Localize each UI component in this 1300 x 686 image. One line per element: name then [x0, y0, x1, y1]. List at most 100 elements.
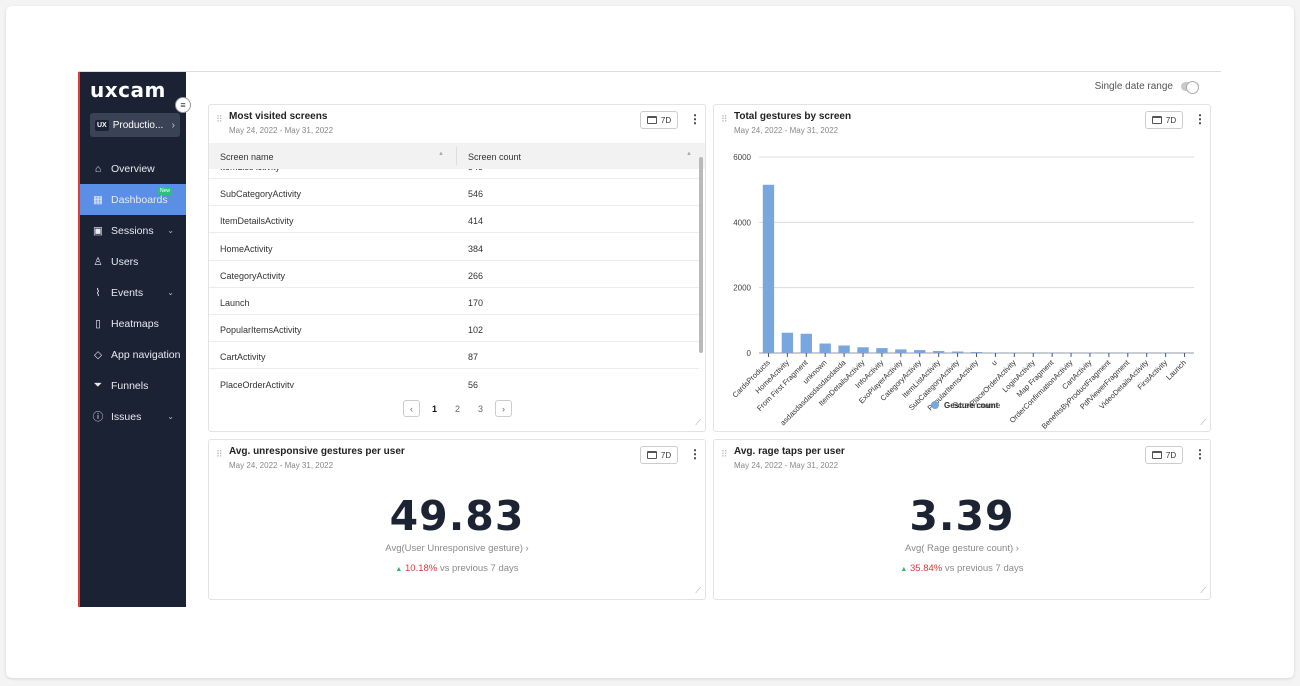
sidebar-item-sessions[interactable]: ▣ Sessions ⌄ [80, 215, 186, 246]
table-row[interactable]: HomeActivity 384 [209, 234, 699, 261]
card-title: Avg. rage taps per user [734, 446, 845, 457]
sidebar-item-label: Heatmaps [111, 317, 159, 330]
metric-label-link[interactable]: Avg( Rage gesture count) › [905, 543, 1019, 554]
sidebar-item-dashboards[interactable]: ▦ Dashboards New [80, 184, 186, 215]
table-scrollbar[interactable] [699, 157, 703, 353]
sidebar-item-label: Issues [111, 410, 142, 423]
column-header-screen-count[interactable]: Screen count [468, 152, 522, 162]
delta-text: vs previous 7 days [439, 563, 519, 574]
metric-label-link[interactable]: Avg(User Unresponsive gesture) › [385, 543, 529, 554]
screen-count-cell: 384 [468, 243, 484, 254]
period-button[interactable]: 7D [640, 111, 678, 129]
card-title: Total gestures by screen [734, 111, 852, 122]
sidebar-item-label: Events [111, 286, 144, 299]
period-button[interactable]: 7D [1145, 446, 1183, 464]
funnel-icon: ⏷ [93, 379, 103, 391]
next-page-button[interactable]: › [495, 400, 512, 417]
sidebar-item-events[interactable]: ⌇ Events ⌄ [80, 277, 186, 308]
calendar-icon [646, 116, 657, 124]
chart-bar [951, 351, 964, 353]
card-date-range: May 24, 2022 - May 31, 2022 [734, 461, 839, 470]
delta-percent: 10.18% [405, 563, 438, 574]
chart-bar [989, 352, 1002, 354]
y-tick-label: 4000 [733, 218, 751, 227]
calendar-icon [1151, 451, 1162, 459]
page-3-button[interactable]: 3 [477, 403, 483, 414]
single-date-range-toggle[interactable] [1181, 81, 1199, 94]
table-row[interactable]: Launch 170 [209, 288, 699, 315]
drag-handle-icon[interactable]: ⠿ [721, 449, 728, 459]
sort-icon[interactable]: ▲ [686, 151, 692, 157]
uxcam-logo: uxcam [90, 78, 166, 102]
period-label: 7D [660, 450, 672, 460]
card-date-range: May 24, 2022 - May 31, 2022 [734, 126, 839, 135]
sidebar-item-overview[interactable]: ⌂ Overview [80, 153, 186, 184]
prev-page-button[interactable]: ‹ [403, 400, 420, 417]
screen-count-cell: 56 [468, 379, 479, 388]
chart-bar [876, 348, 888, 353]
more-options-icon[interactable]: ⋮ [689, 112, 701, 126]
y-tick-label: 6000 [733, 153, 751, 162]
chart-bar [914, 350, 926, 353]
resize-handle-icon[interactable]: ⟋ [695, 586, 701, 595]
chart-bar [838, 345, 850, 353]
drag-handle-icon[interactable]: ⠿ [721, 114, 728, 124]
drag-handle-icon[interactable]: ⠿ [216, 114, 223, 124]
resize-handle-icon[interactable]: ⟋ [695, 418, 701, 427]
chart-bar [895, 349, 907, 353]
most-visited-screens-card: ⠿ Most visited screens May 24, 2022 - Ma… [208, 104, 706, 432]
navigation-icon: ◇ [93, 348, 103, 361]
column-header-screen-name[interactable]: Screen name [220, 152, 274, 162]
sidebar-item-funnels[interactable]: ⏷ Funnels [80, 370, 186, 401]
app-window: uxcam UX Productio... › ⌂ Overview ▦ Dashbo… [78, 71, 1221, 607]
sidebar-item-app-navigation[interactable]: ◇ App navigation [80, 339, 186, 370]
unresponsive-gestures-card: ⠿ Avg. unresponsive gestures per user Ma… [208, 439, 706, 600]
sort-icon[interactable]: ▲ [438, 151, 444, 157]
delta-percent: 35.84% [910, 563, 943, 574]
screen-name-cell: PlaceOrderActivity [220, 379, 295, 388]
sidebar-item-issues[interactable]: ⓘ Issues ⌄ [80, 401, 186, 432]
table-row[interactable]: CategoryActivity 266 [209, 261, 699, 288]
gestures-bar-chart: 0200040006000CardsProductsHomeActivityFr… [730, 153, 1194, 431]
period-button[interactable]: 7D [640, 446, 678, 464]
sidebar-item-label: App navigation [111, 348, 181, 361]
chart-bar [1027, 352, 1039, 354]
screen-name-cell: CategoryActivity [220, 270, 286, 281]
table-row[interactable]: ItemListActivity 545 [209, 169, 699, 179]
screen-count-cell: 87 [468, 352, 479, 363]
table-row[interactable]: PlaceOrderActivity 56 [209, 370, 699, 388]
more-options-icon[interactable]: ⋮ [1194, 112, 1206, 126]
more-options-icon[interactable]: ⋮ [689, 447, 701, 461]
column-divider[interactable] [456, 147, 457, 165]
chevron-down-icon[interactable]: ⌄ [167, 226, 174, 235]
screen-name-cell: ItemDetailsActivity [220, 216, 294, 227]
single-date-range-label: Single date range [1094, 81, 1173, 92]
table-body: ItemListActivity 545 SubCategoryActivity 54… [209, 169, 699, 388]
sidebar-item-users[interactable]: ♙ Users [80, 246, 186, 277]
more-options-icon[interactable]: ⋮ [1194, 447, 1206, 461]
legend-label: Gesture count [944, 401, 999, 410]
period-button[interactable]: 7D [1145, 111, 1183, 129]
table-row[interactable]: PopularItemsActivity 102 [209, 315, 699, 343]
workspace-selector[interactable]: UX Productio... › [90, 113, 180, 137]
new-badge: New [157, 187, 172, 195]
sidebar-item-heatmaps[interactable]: ▯ Heatmaps [80, 308, 186, 339]
collapse-sidebar-button[interactable]: ≡ [175, 97, 191, 113]
page-1-button[interactable]: 1 [431, 403, 437, 414]
table-header: Screen name ▲ Screen count ▲ [209, 143, 705, 169]
table-row[interactable]: CartActivity 87 [209, 342, 699, 370]
period-label: 7D [1165, 450, 1177, 460]
screen-name-cell: SubCategoryActivity [220, 189, 302, 200]
delta-text: vs previous 7 days [944, 563, 1024, 574]
table-row[interactable]: SubCategoryActivity 546 [209, 179, 699, 207]
drag-handle-icon[interactable]: ⠿ [216, 449, 223, 459]
resize-handle-icon[interactable]: ⟋ [1200, 418, 1206, 427]
x-tick-label: u [990, 358, 999, 367]
screen-name-cell: ItemListActivity [220, 169, 280, 172]
chevron-down-icon[interactable]: ⌄ [167, 288, 174, 297]
resize-handle-icon[interactable]: ⟋ [1200, 586, 1206, 595]
page-2-button[interactable]: 2 [454, 403, 460, 414]
chart-bar [857, 347, 869, 353]
chevron-down-icon[interactable]: ⌄ [167, 412, 174, 421]
table-row[interactable]: ItemDetailsActivity 414 [209, 206, 699, 234]
